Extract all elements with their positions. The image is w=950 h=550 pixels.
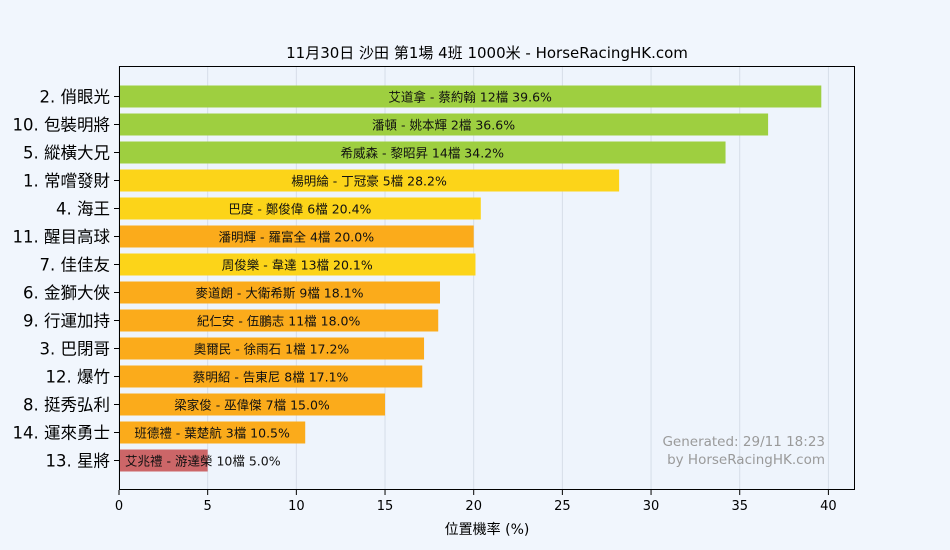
watermark-site: by HorseRacingHK.com xyxy=(667,452,825,468)
x-tick-label: 35 xyxy=(731,499,748,514)
bar xyxy=(119,169,620,192)
category-label: 7. 佳佳友 xyxy=(40,256,111,275)
x-tick-label: 15 xyxy=(377,499,394,514)
bar xyxy=(119,281,441,304)
category-label: 1. 常嚐發財 xyxy=(23,172,110,191)
category-label: 13. 星將 xyxy=(46,452,111,471)
bar xyxy=(119,337,425,360)
bars xyxy=(119,85,822,472)
bar-labels: 艾道拿 - 蔡約翰 12檔 39.6% 潘頓 - 姚本輝 2檔 36.6% 希威森 … xyxy=(125,90,552,469)
bar xyxy=(119,393,386,416)
bar-label: 麥道朗 - 大衛希斯 9檔 18.1% xyxy=(195,286,363,301)
bar-label: 楊明綸 - 丁冠豪 5檔 28.2% xyxy=(291,174,447,189)
x-tick-label: 10 xyxy=(288,499,305,514)
bar-label: 潘明輝 - 羅富全 4檔 20.0% xyxy=(219,230,375,245)
x-tick-label: 20 xyxy=(465,499,482,514)
category-label: 14. 運來勇士 xyxy=(13,424,111,443)
category-label: 8. 挺秀弘利 xyxy=(23,396,110,415)
plot-area xyxy=(119,66,855,490)
category-label: 4. 海王 xyxy=(56,200,110,219)
category-label: 10. 包裝明將 xyxy=(13,116,111,135)
x-tick-label: 0 xyxy=(115,499,123,514)
category-labels: 2. 俏眼光 10. 包裝明將 5. 縱橫大兄 1. 常嚐發財 4. 海王 11. 醒目高… xyxy=(13,88,119,471)
watermark-generated: Generated: 29/11 18:23 xyxy=(662,434,825,450)
bar xyxy=(119,309,439,332)
bar-label: 班德禮 - 葉楚航 3檔 10.5% xyxy=(134,426,290,441)
chart-title: 11月30日 沙田 第1場 4班 1000米 - HorseRacingHK.c… xyxy=(286,44,688,62)
category-label: 3. 巴閉哥 xyxy=(40,340,111,359)
category-label: 12. 爆竹 xyxy=(46,368,111,387)
bar-label: 希威森 - 黎昭昇 14檔 34.2% xyxy=(341,146,505,161)
category-label: 2. 俏眼光 xyxy=(40,88,111,107)
bar-label: 艾兆禮 - 游達榮 10檔 5.0% xyxy=(125,454,281,469)
bar xyxy=(119,225,474,248)
x-tick-label: 5 xyxy=(204,499,212,514)
category-label: 11. 醒目高球 xyxy=(13,228,111,247)
bar-label: 梁家俊 - 巫偉傑 7檔 15.0% xyxy=(174,398,330,413)
bar-label: 巴度 - 鄭俊偉 6檔 20.4% xyxy=(228,202,371,217)
bar-label: 潘頓 - 姚本輝 2檔 36.6% xyxy=(372,118,515,133)
bar xyxy=(119,449,208,472)
x-tick-label: 40 xyxy=(820,499,837,514)
bar xyxy=(119,197,481,220)
category-label: 9. 行運加持 xyxy=(23,312,110,331)
plot-frame xyxy=(119,66,855,490)
bar xyxy=(119,421,306,444)
bar-label: 奧爾民 - 徐雨石 1檔 17.2% xyxy=(194,342,350,357)
x-tick-label: 25 xyxy=(554,499,571,514)
bar-label: 周俊樂 - 韋達 13檔 20.1% xyxy=(222,258,373,273)
x-ticks: 0 5 10 15 20 25 30 35 40 xyxy=(115,490,837,514)
bar xyxy=(119,85,822,108)
bar xyxy=(119,253,476,276)
bar-label: 蔡明紹 - 告東尼 8檔 17.1% xyxy=(193,370,349,385)
bar xyxy=(119,141,726,164)
category-label: 5. 縱橫大兄 xyxy=(23,144,110,163)
bar-label: 艾道拿 - 蔡約翰 12檔 39.6% xyxy=(388,90,552,105)
x-axis-label: 位置機率 (%) xyxy=(445,521,530,538)
bar-label: 紀仁安 - 伍鵬志 11檔 18.0% xyxy=(197,314,361,329)
bar xyxy=(119,113,769,136)
bar xyxy=(119,365,423,388)
category-label: 6. 金獅大俠 xyxy=(23,284,110,303)
x-tick-label: 30 xyxy=(643,499,660,514)
